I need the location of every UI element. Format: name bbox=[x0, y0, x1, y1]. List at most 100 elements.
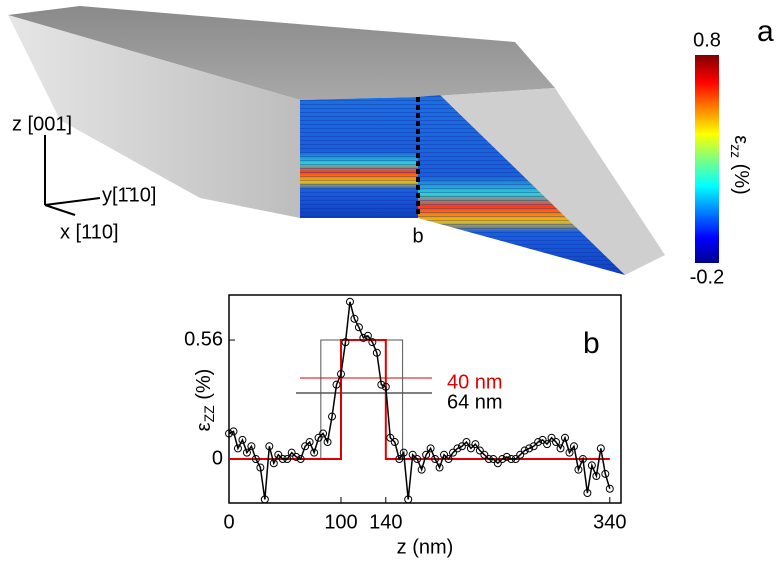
data-point bbox=[399, 448, 408, 457]
data-point bbox=[507, 455, 516, 464]
data-point bbox=[422, 450, 431, 459]
data-point bbox=[605, 484, 614, 493]
data-point bbox=[242, 448, 251, 457]
axis-label: x [110] bbox=[60, 221, 119, 243]
data-point bbox=[587, 461, 596, 470]
data-point bbox=[238, 435, 247, 444]
data-point bbox=[417, 465, 426, 474]
data-point bbox=[529, 442, 538, 451]
data-point bbox=[435, 463, 444, 472]
data-point bbox=[225, 429, 233, 438]
data-line bbox=[228, 301, 611, 500]
data-point bbox=[269, 459, 278, 468]
data-point bbox=[565, 448, 574, 457]
data-point bbox=[404, 495, 413, 504]
x-axis-label: z (nm) bbox=[397, 536, 454, 558]
data-point bbox=[332, 380, 341, 389]
data-point bbox=[314, 433, 323, 442]
data-point bbox=[265, 442, 274, 451]
data-point bbox=[283, 455, 292, 464]
data-point bbox=[493, 459, 502, 468]
data-point bbox=[475, 446, 484, 455]
data-point bbox=[310, 448, 319, 457]
data-point bbox=[538, 435, 547, 444]
data-point bbox=[278, 455, 287, 464]
data-point bbox=[569, 442, 578, 451]
data-point bbox=[516, 450, 525, 459]
data-point bbox=[552, 438, 561, 447]
data-point bbox=[287, 448, 296, 457]
panel-label: a bbox=[757, 15, 774, 48]
data-point bbox=[484, 455, 493, 464]
data-point bbox=[592, 472, 601, 481]
symbol: ε bbox=[193, 422, 215, 431]
symbol: ε bbox=[730, 135, 752, 144]
render-3d bbox=[8, 6, 719, 275]
data-point bbox=[466, 444, 475, 453]
data-point bbox=[457, 442, 466, 451]
x-tick-label: 340 bbox=[593, 511, 626, 533]
data-point bbox=[453, 444, 462, 453]
data-point bbox=[561, 433, 569, 442]
data-point bbox=[408, 450, 417, 459]
data-point bbox=[363, 331, 372, 340]
y-axis-label: εZZ (%) bbox=[193, 369, 216, 432]
data-point bbox=[449, 448, 457, 457]
data-point bbox=[502, 452, 511, 461]
annotation: 40 nm bbox=[447, 371, 503, 393]
data-point bbox=[368, 338, 377, 347]
data-point bbox=[296, 455, 305, 464]
data-point bbox=[520, 446, 529, 455]
y-tick-label: 0 bbox=[212, 447, 223, 469]
data-point bbox=[574, 465, 583, 474]
data-point bbox=[260, 495, 269, 504]
data-point bbox=[386, 433, 395, 442]
data-point bbox=[323, 438, 332, 447]
data-point bbox=[395, 455, 404, 464]
data-point bbox=[471, 440, 480, 449]
data-point bbox=[305, 438, 314, 447]
data-point bbox=[372, 348, 381, 357]
y-tick-label: 0.56 bbox=[184, 328, 223, 350]
data-point bbox=[601, 469, 610, 478]
data-point bbox=[390, 438, 399, 447]
axis-label: z [001] bbox=[12, 113, 72, 135]
data-point bbox=[247, 442, 256, 451]
colorbar-tick-label: -0.2 bbox=[690, 266, 724, 288]
data-point bbox=[337, 370, 345, 379]
unit: (%) bbox=[730, 158, 752, 195]
data-point bbox=[354, 323, 363, 332]
data-point bbox=[274, 450, 283, 459]
data-point bbox=[233, 444, 242, 453]
data-point bbox=[256, 463, 265, 472]
data-point bbox=[480, 450, 489, 459]
data-point bbox=[292, 452, 301, 461]
plot-frame bbox=[228, 294, 622, 504]
subscript: zz bbox=[728, 144, 744, 158]
data-point bbox=[596, 444, 605, 453]
data-point bbox=[381, 382, 390, 391]
cut-label: b bbox=[412, 225, 423, 247]
data-point bbox=[301, 442, 310, 451]
x-tick-label: 140 bbox=[369, 511, 402, 533]
data-point bbox=[229, 427, 238, 436]
data-point bbox=[359, 333, 368, 342]
axis-label: y[1̄10] bbox=[102, 184, 156, 206]
data-point bbox=[547, 433, 556, 442]
data-point bbox=[534, 438, 543, 447]
data-point bbox=[251, 455, 260, 464]
annotation: 64 nm bbox=[447, 391, 503, 413]
data-point bbox=[583, 489, 592, 498]
data-point bbox=[431, 455, 440, 464]
subscript: ZZ bbox=[201, 405, 217, 423]
data-point bbox=[328, 412, 337, 421]
unit: (%) bbox=[193, 369, 215, 406]
data-point bbox=[426, 444, 435, 453]
colorbar-tick-label: 0.8 bbox=[693, 29, 721, 51]
data-point bbox=[525, 444, 534, 453]
data-point bbox=[345, 297, 354, 306]
data-point bbox=[444, 455, 453, 464]
data-point bbox=[350, 314, 359, 323]
x-tick-label: 0 bbox=[223, 511, 234, 533]
